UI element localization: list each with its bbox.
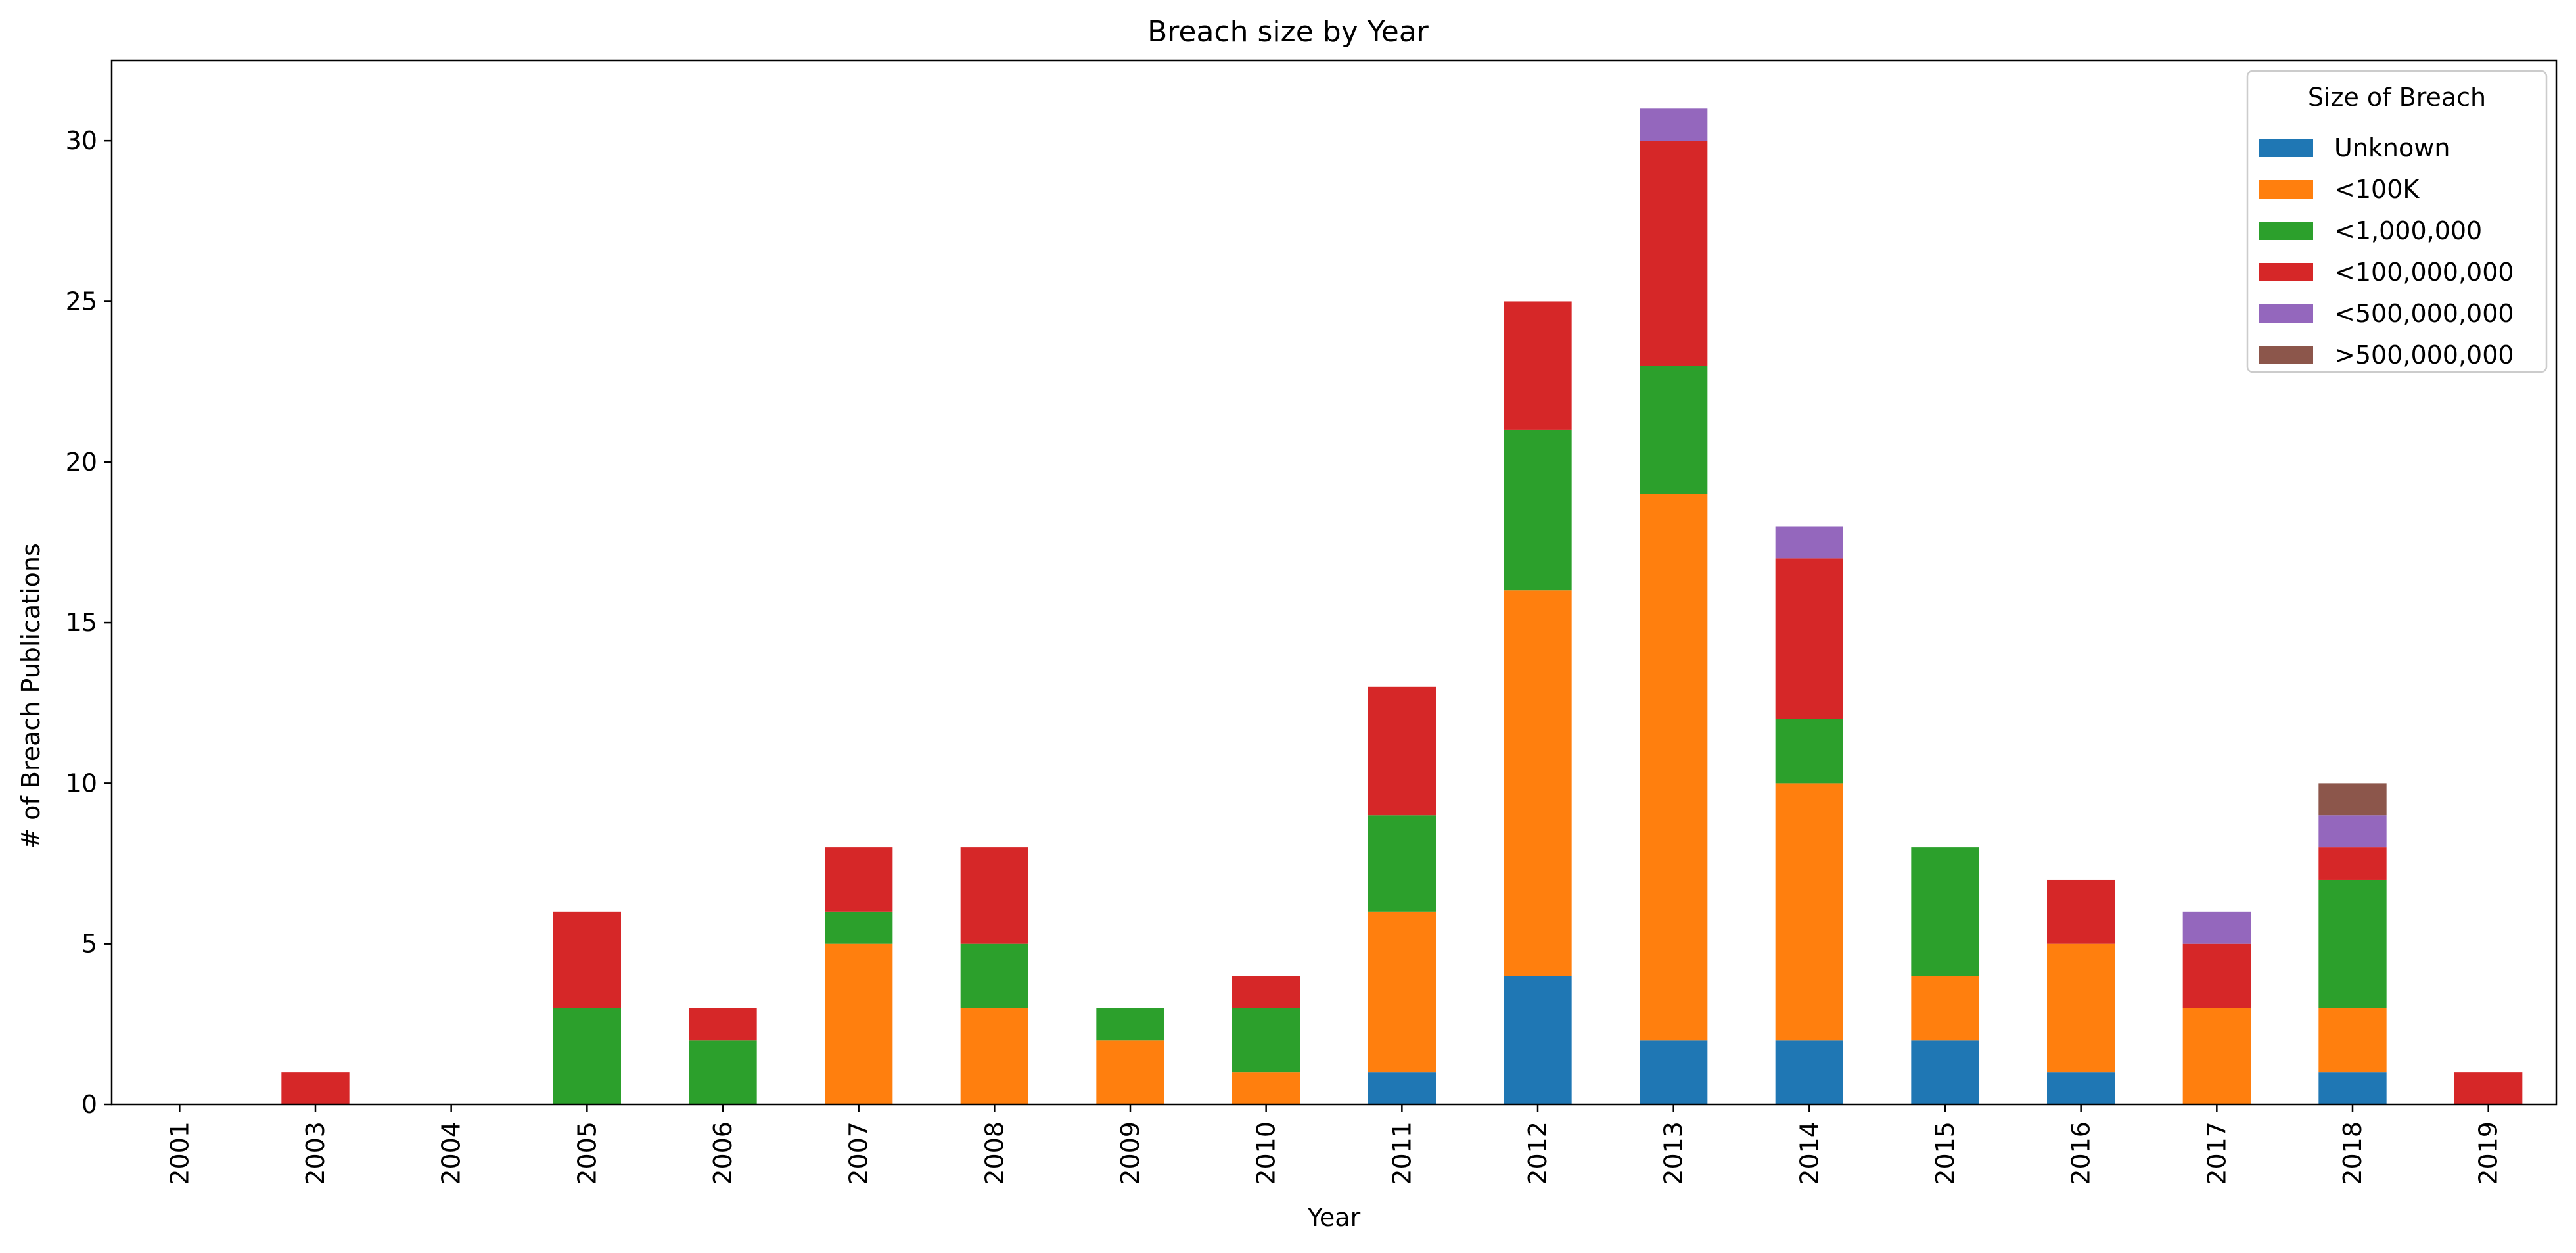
x-tick-label: 2010: [1252, 1122, 1281, 1185]
bar-segment-2011-0: [1368, 1072, 1436, 1104]
bar-segment-2013-4: [1640, 108, 1708, 141]
bar-segment-2010-1: [1232, 1072, 1300, 1104]
bar-segment-2008-3: [960, 847, 1028, 944]
y-tick-label: 0: [81, 1090, 97, 1119]
bar-segment-2011-3: [1368, 686, 1436, 816]
bar-segment-2006-3: [689, 1008, 757, 1041]
bar-segment-2017-4: [2182, 911, 2251, 944]
bar-segment-2005-3: [553, 911, 621, 1008]
x-tick-label: 2008: [980, 1122, 1009, 1185]
legend-label: <1,000,000: [2334, 216, 2482, 245]
y-tick-label: 5: [81, 930, 97, 958]
legend-swatch: [2259, 180, 2313, 199]
bar-segment-2011-1: [1368, 911, 1436, 1073]
x-tick-label: 2013: [1659, 1122, 1688, 1185]
legend-swatch: [2259, 263, 2313, 281]
bar-segment-2016-1: [2047, 943, 2115, 1073]
bar-segment-2013-0: [1640, 1040, 1708, 1104]
x-tick-label: 2019: [2474, 1122, 2503, 1185]
y-tick-label: 30: [66, 126, 97, 155]
legend-swatch: [2259, 139, 2313, 157]
x-tick-label: 2014: [1795, 1122, 1824, 1185]
bar-segment-2013-3: [1640, 141, 1708, 366]
legend-label: >500,000,000: [2334, 341, 2514, 369]
bar-segment-2012-2: [1504, 429, 1572, 591]
bar-segment-2018-0: [2318, 1072, 2387, 1104]
bar-segment-2003-3: [281, 1072, 350, 1104]
bar-segment-2015-2: [1911, 847, 1979, 976]
x-tick-label: 2012: [1523, 1122, 1552, 1185]
x-tick-label: 2016: [2067, 1122, 2096, 1185]
bar-segment-2015-0: [1911, 1040, 1979, 1104]
axes-layer: 0 5 10 15 20 25 30 2001 2003 2004 2005 2006 2007 2008…: [66, 59, 2558, 1185]
bar-segment-2010-2: [1232, 1008, 1300, 1073]
legend-label: <100K: [2334, 175, 2420, 204]
bar-segment-2006-2: [689, 1040, 757, 1104]
bar-segment-2018-2: [2318, 879, 2387, 1008]
bar-segment-2011-2: [1368, 815, 1436, 912]
bar-segment-2007-1: [825, 943, 893, 1104]
x-tick-label: 2001: [165, 1122, 194, 1185]
bar-segment-2014-3: [1775, 558, 1843, 719]
bar-segment-2012-1: [1504, 590, 1572, 976]
x-tick-label: 2005: [572, 1122, 601, 1185]
bar-segment-2014-4: [1775, 526, 1843, 559]
bar-segment-2009-2: [1096, 1008, 1164, 1041]
legend-swatch: [2259, 304, 2313, 323]
bar-segment-2012-0: [1504, 976, 1572, 1104]
bar-segment-2018-5: [2318, 783, 2387, 816]
y-tick-label: 25: [66, 287, 97, 316]
plot-frame: [110, 59, 2558, 1106]
x-axis-label: Year: [1307, 1203, 1361, 1232]
bar-segment-2016-3: [2047, 879, 2115, 944]
x-tick-label: 2003: [301, 1122, 330, 1185]
bar-segment-2018-4: [2318, 815, 2387, 848]
legend-label: Unknown: [2334, 133, 2450, 162]
legend-label: <100,000,000: [2334, 258, 2514, 287]
x-tick-label: 2009: [1116, 1122, 1145, 1185]
bar-segment-2015-1: [1911, 976, 1979, 1041]
legend: Size of Breach Unknown <100K <1,000,000 <100…: [2246, 70, 2548, 373]
y-tick-label: 10: [66, 768, 97, 797]
bar-segment-2018-3: [2318, 847, 2387, 880]
legend-box: [2246, 70, 2548, 373]
x-tick-label: 2006: [708, 1122, 737, 1185]
legend-title: Size of Breach: [2308, 83, 2486, 112]
legend-swatch: [2259, 222, 2313, 240]
bars-layer: [281, 108, 2523, 1104]
bar-segment-2007-2: [825, 911, 893, 944]
bar-segment-2017-3: [2182, 943, 2251, 1008]
bar-segment-2014-2: [1775, 719, 1843, 784]
x-tick-label: 2015: [1931, 1122, 1960, 1185]
bar-segment-2008-1: [960, 1008, 1028, 1104]
bar-segment-2014-0: [1775, 1040, 1843, 1104]
chart-title: Breach size by Year: [1147, 15, 1429, 49]
bar-segment-2013-1: [1640, 494, 1708, 1041]
x-tick-label: 2004: [437, 1122, 466, 1185]
legend-swatch: [2259, 346, 2313, 364]
bar-segment-2013-2: [1640, 366, 1708, 494]
bar-segment-2010-3: [1232, 976, 1300, 1008]
x-tick-label: 2017: [2202, 1122, 2231, 1185]
bar-segment-2005-2: [553, 1008, 621, 1104]
bar-segment-2008-2: [960, 943, 1028, 1008]
y-axis-label: # of Breach Publications: [16, 543, 45, 849]
bar-segment-2007-3: [825, 847, 893, 912]
x-tick-label: 2011: [1387, 1122, 1416, 1185]
bar-segment-2018-1: [2318, 1008, 2387, 1073]
legend-label: <500,000,000: [2334, 299, 2514, 328]
bar-segment-2009-1: [1096, 1040, 1164, 1104]
bar-segment-2019-3: [2454, 1072, 2523, 1104]
x-tick-label: 2007: [844, 1122, 873, 1185]
bar-segment-2012-3: [1504, 301, 1572, 430]
y-tick-label: 20: [66, 448, 97, 477]
bar-segment-2014-1: [1775, 783, 1843, 1041]
y-tick-label: 15: [66, 608, 97, 637]
bar-segment-2016-0: [2047, 1072, 2115, 1104]
x-tick-label: 2018: [2338, 1122, 2367, 1185]
bar-segment-2017-1: [2182, 1008, 2251, 1104]
